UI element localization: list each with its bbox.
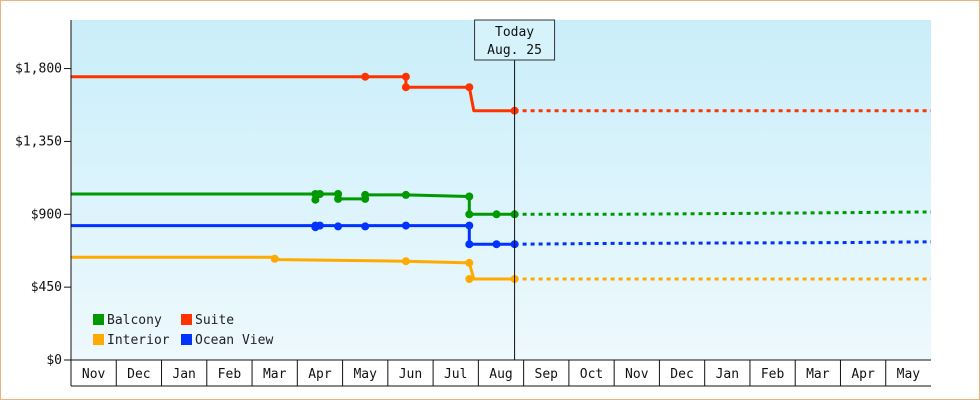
x-tick-label: Feb — [218, 367, 242, 382]
series-balcony-point — [465, 192, 474, 201]
x-tick-label: Jan — [172, 367, 195, 382]
plot-area — [71, 20, 931, 360]
axis-layer: $0 $450 $900 $1,350 $1,800 Nov Dec Jan Feb Mar Apr… — [15, 20, 931, 387]
y-tick-label: $900 — [31, 207, 62, 222]
series-interior-point — [465, 258, 474, 267]
series-suite-point — [401, 72, 410, 81]
x-tick-label: Dec — [670, 367, 693, 382]
today-label: Today — [495, 25, 534, 40]
legend: Balcony Suite Interior Ocean View — [93, 313, 273, 348]
series-ocean-view-point — [401, 221, 410, 230]
legend-swatch-suite — [181, 314, 192, 325]
x-tick-label: Jun — [399, 367, 422, 382]
series-balcony-point — [492, 210, 501, 219]
series-ocean-view-point — [315, 221, 324, 230]
x-tick-label: May — [353, 367, 377, 382]
series-balcony-point — [334, 194, 343, 203]
legend-swatch-balcony — [93, 314, 104, 325]
x-tick-label: Jul — [444, 367, 467, 382]
series-suite-point — [465, 83, 474, 92]
series-interior-point — [465, 275, 474, 283]
x-tick-label: Jan — [716, 367, 739, 382]
legend-label-suite: Suite — [195, 313, 234, 328]
series-layer — [71, 72, 932, 283]
series-ocean-view-point — [334, 222, 343, 231]
legend-label-balcony: Balcony — [107, 313, 162, 328]
x-tick-label: May — [897, 367, 921, 382]
series-ocean-view-forecast — [514, 240, 932, 246]
today-box — [474, 19, 556, 61]
series-ocean-view-point — [465, 240, 474, 249]
series-balcony-point — [311, 195, 320, 204]
x-tick-label: Sep — [535, 367, 559, 382]
y-tick-label: $0 — [46, 353, 62, 368]
y-tick-label: $1,350 — [15, 134, 62, 149]
x-tick-label: Nov — [625, 367, 649, 382]
x-tick-label: Oct — [580, 367, 603, 382]
x-tick-label: Aug — [489, 367, 512, 382]
series-suite-point — [361, 72, 370, 81]
legend-label-ocean-view: Ocean View — [195, 333, 273, 348]
series-balcony-point — [401, 190, 410, 199]
today-marker: Today Aug. 25 — [474, 19, 556, 360]
series-balcony-point — [465, 210, 474, 219]
today-date: Aug. 25 — [487, 43, 542, 58]
series-suite-point — [401, 83, 410, 92]
x-tick-label: Mar — [263, 367, 287, 382]
series-ocean-view-point — [465, 221, 474, 230]
legend-swatch-interior — [93, 334, 104, 345]
x-tick-label: Mar — [806, 367, 830, 382]
x-tick-label: Dec — [127, 367, 150, 382]
series-balcony-point — [315, 190, 324, 198]
series-interior-point — [270, 254, 279, 263]
series-balcony-point — [361, 190, 370, 199]
series-ocean-view-point — [492, 240, 501, 249]
y-tick-label: $450 — [31, 280, 62, 295]
x-tick-label: Apr — [308, 367, 332, 382]
x-tick-label: Apr — [851, 367, 875, 382]
legend-swatch-ocean-view — [181, 334, 192, 345]
x-tick-label: Nov — [82, 367, 106, 382]
legend-label-interior: Interior — [107, 333, 170, 348]
series-interior-point — [401, 257, 410, 266]
y-tick-label: $1,800 — [15, 62, 62, 77]
series-balcony-forecast — [514, 210, 932, 216]
x-tick-label: Feb — [761, 367, 785, 382]
series-ocean-view-point — [361, 222, 370, 231]
